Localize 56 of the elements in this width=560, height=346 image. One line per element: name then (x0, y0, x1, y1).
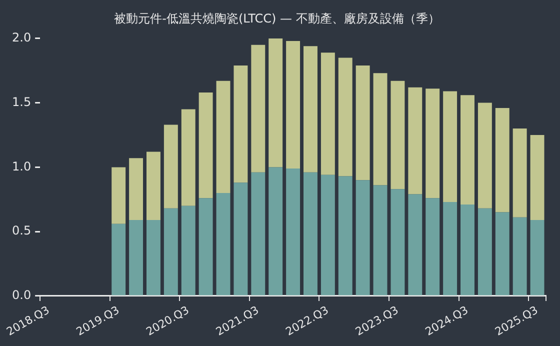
bar (234, 65, 248, 183)
bar (443, 91, 458, 202)
bar (460, 204, 474, 296)
bar (512, 217, 527, 296)
bar (495, 108, 510, 212)
bar (478, 102, 492, 208)
chart-title: 被動元件-低溫共燒陶瓷(LTCC) — 不動產、廠房及設備（季） (114, 11, 440, 26)
bar (478, 208, 492, 296)
bar (304, 46, 318, 172)
bar (251, 172, 266, 296)
bar (460, 95, 474, 205)
bar (390, 80, 405, 190)
bar (268, 167, 283, 296)
bar (356, 65, 370, 180)
bar (373, 185, 388, 296)
y-tick-label: 0.5 (12, 224, 32, 238)
y-tick-label: 0.0 (12, 288, 32, 302)
bar (512, 128, 527, 218)
bar (338, 176, 352, 296)
bar (164, 124, 178, 208)
bar (320, 52, 335, 175)
bar (373, 73, 388, 186)
bar (286, 40, 300, 168)
bar (164, 208, 178, 296)
bar (112, 167, 126, 224)
bar (443, 202, 458, 296)
y-tick-label: 1.0 (12, 159, 32, 174)
bar (112, 224, 126, 296)
bar (216, 192, 230, 296)
bar (234, 182, 248, 296)
bar (146, 152, 160, 220)
bar (129, 158, 144, 220)
bar (181, 206, 196, 296)
bar (129, 220, 144, 296)
y-tick-label: 2.0 (12, 30, 32, 45)
bar (198, 198, 213, 296)
bar (530, 220, 544, 296)
bar (495, 212, 510, 296)
bar (408, 87, 422, 194)
bar (181, 109, 196, 206)
bar (320, 174, 335, 296)
bar (216, 80, 230, 193)
bar (426, 198, 440, 296)
bar (304, 172, 318, 296)
bar (530, 135, 544, 220)
bar (146, 220, 160, 296)
bar (198, 92, 213, 198)
bar (286, 168, 300, 296)
bar (426, 88, 440, 198)
bar (390, 189, 405, 296)
bar (251, 44, 266, 172)
bar (356, 180, 370, 296)
bar (408, 194, 422, 296)
bar (338, 58, 352, 176)
bar (268, 38, 283, 168)
y-tick-label: 1.5 (12, 94, 32, 109)
